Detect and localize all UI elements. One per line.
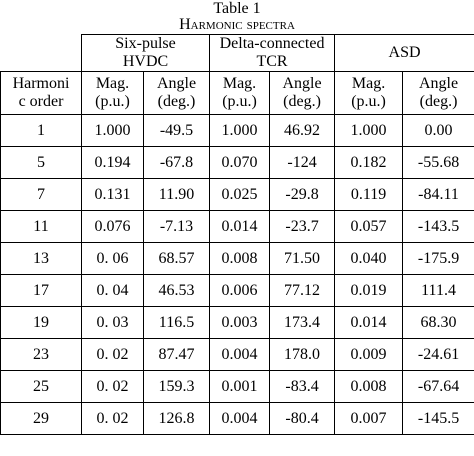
table-number: Table 1	[213, 0, 261, 17]
tcr-angle-cell: 71.50	[269, 242, 336, 275]
hvdc-angle-cell: 46.53	[142, 274, 211, 307]
harmonic-order-header: Harmoni c order	[0, 71, 82, 115]
harmonic-order-cell: 13	[0, 242, 82, 275]
asd-angle-cell: -55.68	[402, 146, 474, 179]
tcr-mag-header: Mag. (p.u.)	[209, 71, 271, 115]
hvdc-angle-cell: -7.13	[142, 210, 211, 243]
hvdc-angle-cell: 159.3	[142, 370, 211, 403]
asd-angle-cell: -24.61	[402, 338, 474, 371]
tcr-angle-cell: 77.12	[269, 274, 336, 307]
table-row: 1 1.000 -49.5 1.000 46.92 1.000 0.00	[0, 114, 474, 147]
hvdc-mag-cell: 0. 02	[81, 370, 144, 403]
hvdc-mag-cell: 0. 04	[81, 274, 144, 307]
harmonic-order-cell: 19	[0, 306, 82, 339]
harmonic-order-cell: 17	[0, 274, 82, 307]
table-row: 23 0. 02 87.47 0.004 178.0 0.009 -24.61	[0, 338, 474, 371]
hvdc-mag-cell: 1.000	[81, 114, 144, 147]
hvdc-angle-cell: 116.5	[142, 306, 211, 339]
harmonic-order-cell: 11	[0, 210, 82, 243]
asd-mag-cell: 0.009	[334, 338, 404, 371]
hvdc-angle-cell: -67.8	[142, 146, 211, 179]
tcr-angle-cell: 178.0	[269, 338, 336, 371]
hvdc-mag-cell: 0. 03	[81, 306, 144, 339]
subheader-row: Harmoni c order Mag. (p.u.) Angle (deg.) Ma…	[0, 71, 474, 115]
tcr-angle-header: Angle (deg.)	[269, 71, 336, 115]
tcr-mag-cell: 0.003	[209, 306, 271, 339]
hvdc-angle-cell: 68.57	[142, 242, 211, 275]
asd-angle-cell: -67.64	[402, 370, 474, 403]
table-title: Harmonic spectra	[179, 16, 295, 33]
table-row: 29 0. 02 126.8 0.004 -80.4 0.007 -145.5	[0, 402, 474, 435]
group-header-hvdc: Six-pulse HVDC	[80, 34, 211, 72]
group-header-row: Six-pulse HVDC Delta-connected TCR ASD	[0, 34, 474, 72]
harmonic-order-cell: 1	[0, 114, 82, 147]
hvdc-mag-cell: 0. 06	[81, 242, 144, 275]
tcr-mag-cell: 0.006	[209, 274, 271, 307]
hvdc-mag-cell: 0.076	[81, 210, 144, 243]
tcr-mag-cell: 0.014	[209, 210, 271, 243]
tcr-mag-cell: 0.004	[209, 402, 271, 435]
table-row: 7 0.131 11.90 0.025 -29.8 0.119 -84.11	[0, 178, 474, 211]
asd-mag-cell: 0.057	[334, 210, 404, 243]
harmonic-spectra-table: Six-pulse HVDC Delta-connected TCR ASD Har…	[0, 34, 474, 435]
asd-angle-cell: 111.4	[402, 274, 474, 307]
tcr-angle-cell: -80.4	[269, 402, 336, 435]
asd-mag-cell: 0.119	[334, 178, 404, 211]
hvdc-angle-cell: 87.47	[142, 338, 211, 371]
harmonic-order-cell: 23	[0, 338, 82, 371]
harmonic-order-cell: 25	[0, 370, 82, 403]
tcr-angle-cell: 46.92	[269, 114, 336, 147]
tcr-mag-cell: 0.004	[209, 338, 271, 371]
harmonic-order-cell: 29	[0, 402, 82, 435]
asd-angle-cell: 0.00	[402, 114, 474, 147]
tcr-angle-cell: -23.7	[269, 210, 336, 243]
hvdc-angle-header: Angle (deg.)	[142, 71, 211, 115]
hvdc-mag-cell: 0.194	[81, 146, 144, 179]
group-header-tcr: Delta-connected TCR	[209, 34, 336, 72]
hvdc-mag-cell: 0.131	[81, 178, 144, 211]
tcr-angle-cell: -83.4	[269, 370, 336, 403]
hvdc-angle-cell: 11.90	[142, 178, 211, 211]
table-row: 25 0. 02 159.3 0.001 -83.4 0.008 -67.64	[0, 370, 474, 403]
asd-mag-cell: 0.040	[334, 242, 404, 275]
asd-angle-cell: 68.30	[402, 306, 474, 339]
tcr-angle-cell: 173.4	[269, 306, 336, 339]
hvdc-mag-cell: 0. 02	[81, 338, 144, 371]
tcr-mag-cell: 1.000	[209, 114, 271, 147]
tcr-mag-cell: 0.008	[209, 242, 271, 275]
asd-mag-cell: 0.019	[334, 274, 404, 307]
asd-angle-cell: -143.5	[402, 210, 474, 243]
table-row: 5 0.194 -67.8 0.070 -124 0.182 -55.68	[0, 146, 474, 179]
harmonic-order-cell: 7	[0, 178, 82, 211]
tcr-mag-cell: 0.001	[209, 370, 271, 403]
asd-angle-header: Angle (deg.)	[402, 71, 474, 115]
tcr-angle-cell: -124	[269, 146, 336, 179]
asd-mag-cell: 0.007	[334, 402, 404, 435]
hvdc-mag-header: Mag. (p.u.)	[81, 71, 144, 115]
asd-angle-cell: -84.11	[402, 178, 474, 211]
tcr-angle-cell: -29.8	[269, 178, 336, 211]
table-row: 19 0. 03 116.5 0.003 173.4 0.014 68.30	[0, 306, 474, 339]
table-row: 11 0.076 -7.13 0.014 -23.7 0.057 -143.5	[0, 210, 474, 243]
table-row: 17 0. 04 46.53 0.006 77.12 0.019 111.4	[0, 274, 474, 307]
asd-angle-cell: -175.9	[402, 242, 474, 275]
asd-angle-cell: -145.5	[402, 402, 474, 435]
asd-mag-cell: 0.014	[334, 306, 404, 339]
tcr-mag-cell: 0.025	[209, 178, 271, 211]
asd-mag-cell: 1.000	[334, 114, 404, 147]
asd-mag-header: Mag. (p.u.)	[334, 71, 404, 115]
asd-mag-cell: 0.008	[334, 370, 404, 403]
harmonic-order-cell: 5	[0, 146, 82, 179]
hvdc-angle-cell: 126.8	[142, 402, 211, 435]
hvdc-angle-cell: -49.5	[142, 114, 211, 147]
asd-mag-cell: 0.182	[334, 146, 404, 179]
table-row: 13 0. 06 68.57 0.008 71.50 0.040 -175.9	[0, 242, 474, 275]
group-header-asd: ASD	[334, 34, 474, 72]
tcr-mag-cell: 0.070	[209, 146, 271, 179]
corner-cell	[0, 34, 82, 72]
hvdc-mag-cell: 0. 02	[81, 402, 144, 435]
